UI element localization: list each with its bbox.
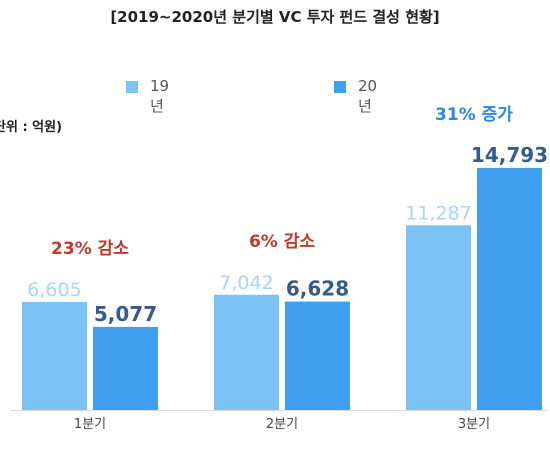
unit-label: 단위 : 억원) bbox=[0, 120, 63, 135]
annotation-q2: 6% 감소 bbox=[249, 232, 315, 252]
data-label-19-q2: 7,042 bbox=[219, 272, 273, 294]
category-label-q2: 2분기 bbox=[266, 417, 298, 432]
category-label-q1: 1분기 bbox=[74, 417, 106, 432]
bar-20-q3 bbox=[477, 167, 542, 410]
legend-swatch-19 bbox=[126, 81, 138, 93]
data-label-20-q3: 14,793 bbox=[471, 143, 548, 167]
data-label-19-q1: 6,605 bbox=[27, 279, 81, 301]
bar-19-q2 bbox=[214, 294, 279, 410]
bar-20-q1 bbox=[93, 326, 158, 410]
annotation-q3: 31% 증가 bbox=[435, 105, 513, 125]
data-label-20-q2: 6,628 bbox=[286, 277, 349, 301]
legend-label-19: 19년 bbox=[150, 77, 170, 115]
legend-swatch-20 bbox=[334, 81, 346, 93]
data-label-20-q1: 5,077 bbox=[94, 302, 157, 326]
annotation-q1: 23% 감소 bbox=[51, 239, 129, 259]
bar-20-q2 bbox=[285, 301, 350, 410]
chart-title: [2019~2020년 분기별 VC 투자 펀드 결성 현황] bbox=[110, 8, 440, 26]
data-label-19-q3: 11,287 bbox=[405, 202, 471, 224]
bar-19-q3 bbox=[406, 225, 471, 410]
legend-label-20: 20년 bbox=[358, 77, 378, 115]
bar-19-q1 bbox=[22, 301, 87, 410]
category-label-q3: 3분기 bbox=[458, 417, 490, 432]
